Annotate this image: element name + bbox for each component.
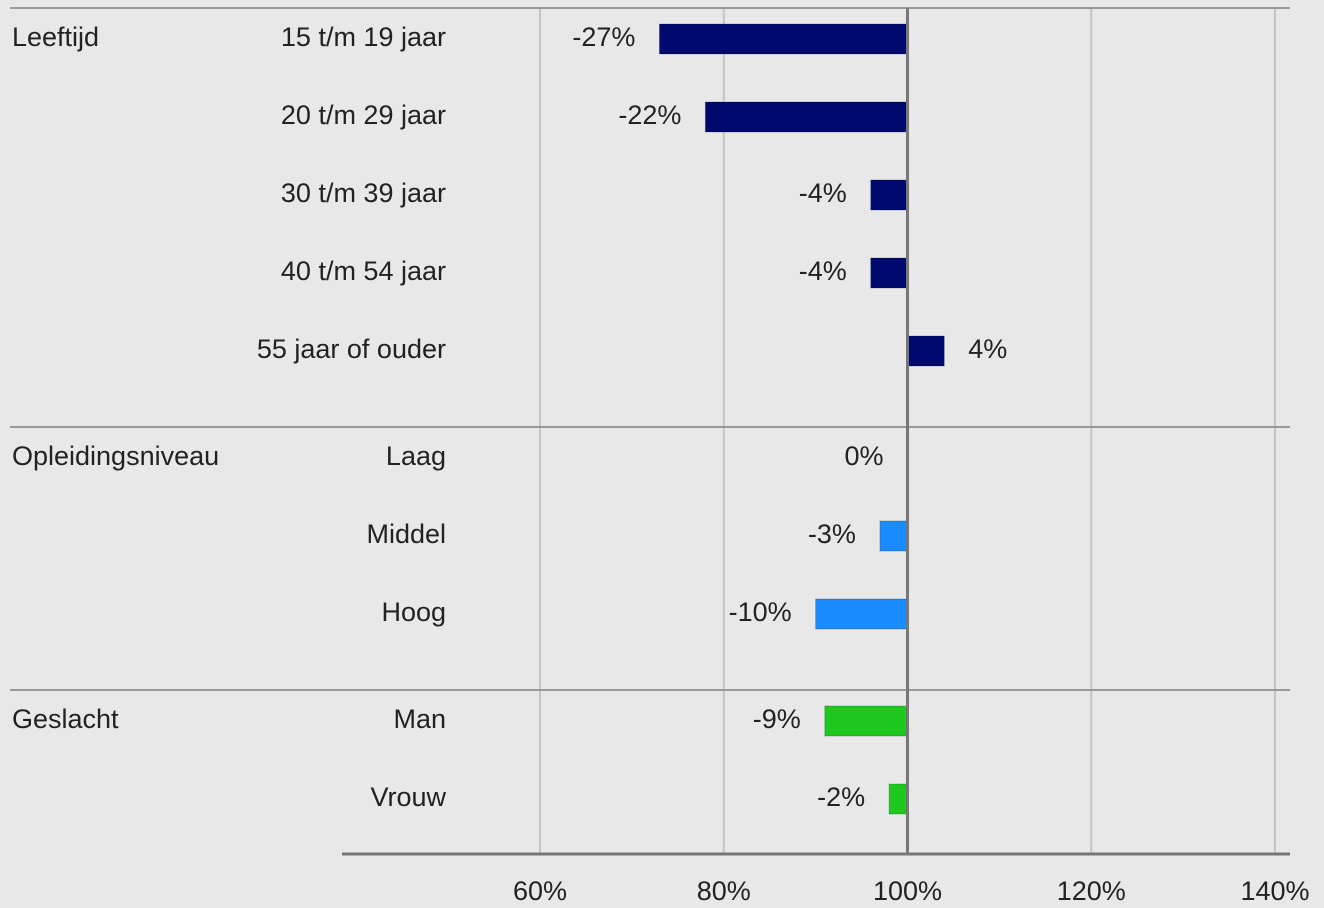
value-label: -22% xyxy=(618,100,681,130)
category-label: 40 t/m 54 jaar xyxy=(281,256,446,286)
bar xyxy=(907,335,945,367)
x-tick-label: 60% xyxy=(513,876,567,906)
bar xyxy=(824,705,908,737)
category-label: 55 jaar of ouder xyxy=(257,334,446,364)
x-tick-label: 100% xyxy=(873,876,942,906)
category-label: Hoog xyxy=(381,597,446,627)
value-label: -4% xyxy=(799,256,847,286)
value-label: 4% xyxy=(968,334,1007,364)
value-label: 0% xyxy=(844,441,883,471)
value-label: -10% xyxy=(729,597,792,627)
value-label: -2% xyxy=(817,782,865,812)
bar xyxy=(888,783,908,815)
bar xyxy=(870,179,908,211)
bar xyxy=(704,101,908,133)
category-label: 30 t/m 39 jaar xyxy=(281,178,446,208)
group-label: Leeftijd xyxy=(12,22,99,52)
x-tick-label: 140% xyxy=(1240,876,1309,906)
bar xyxy=(815,598,908,630)
group-label: Geslacht xyxy=(12,704,119,734)
value-label: -4% xyxy=(799,178,847,208)
category-label: Laag xyxy=(386,441,446,471)
bar xyxy=(658,23,908,55)
category-label: Vrouw xyxy=(370,782,446,812)
bar xyxy=(870,257,908,289)
category-label: Middel xyxy=(366,519,446,549)
category-label: Man xyxy=(393,704,446,734)
bar xyxy=(879,520,908,552)
x-tick-label: 80% xyxy=(697,876,751,906)
category-label: 15 t/m 19 jaar xyxy=(281,22,446,52)
value-label: -9% xyxy=(753,704,801,734)
value-label: -27% xyxy=(572,22,635,52)
category-label: 20 t/m 29 jaar xyxy=(281,100,446,130)
value-label: -3% xyxy=(808,519,856,549)
group-label: Opleidingsniveau xyxy=(12,441,219,471)
x-tick-label: 120% xyxy=(1057,876,1126,906)
